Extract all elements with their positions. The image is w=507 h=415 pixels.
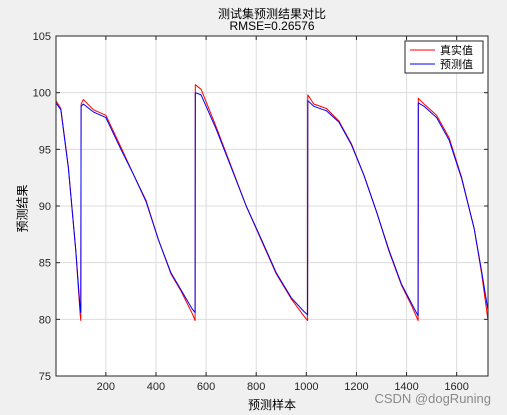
- y-tick-label: 75: [39, 371, 51, 383]
- x-tick-label: 1200: [344, 381, 368, 393]
- y-tick-label: 90: [39, 201, 51, 213]
- watermark: CSDN @dogRuning: [374, 391, 491, 406]
- y-axis-label: 预测结果: [15, 184, 30, 233]
- legend-label: 真实值: [440, 43, 473, 57]
- x-tick-label: 200: [97, 381, 115, 393]
- series-line-predicted: [55, 92, 489, 317]
- y-tick-label: 80: [39, 314, 51, 326]
- chart-title: 测试集预测结果对比: [217, 7, 326, 21]
- axis-ticks: 200 400 600 800 1000 1200 1400 1600 75 80 85 90 95 10…: [33, 31, 488, 393]
- chart-subtitle: RMSE=0.26576: [229, 19, 315, 33]
- x-tick-label: 800: [247, 381, 265, 393]
- axes-box: [55, 35, 489, 377]
- x-tick-label: 600: [197, 381, 215, 393]
- y-tick-label: 100: [33, 88, 51, 100]
- x-tick-label: 400: [147, 381, 165, 393]
- y-tick-label: 85: [39, 258, 51, 270]
- x-tick-label: 1600: [444, 381, 468, 393]
- legend-box: [404, 40, 484, 74]
- x-axis-label: 预测样本: [247, 398, 296, 412]
- y-tick-label: 105: [33, 31, 51, 43]
- x-tick-label: 1400: [394, 381, 418, 393]
- x-tick-label: 1000: [294, 381, 318, 393]
- legend-label: 预测值: [440, 58, 473, 71]
- y-tick-label: 95: [39, 144, 51, 156]
- series-lines: [55, 84, 489, 321]
